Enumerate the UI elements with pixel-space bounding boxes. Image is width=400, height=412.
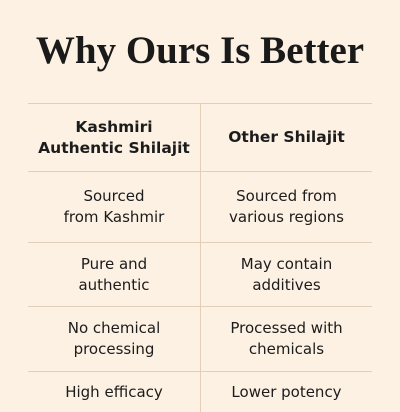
table-cell: Pure and authentic <box>28 243 200 306</box>
header-cell: Other Shilajit <box>200 104 372 171</box>
cell-line: authentic <box>78 275 150 294</box>
cell-line: chemicals <box>248 340 325 358</box>
table-cell: Lower potency <box>200 372 372 412</box>
cell-line: May contain <box>240 254 333 273</box>
cell-line: No chemical <box>67 319 161 337</box>
comparison-table: Kashmiri Authentic Shilajit Other Shilajit… <box>28 103 372 412</box>
table-cell: High efficacy <box>28 372 200 412</box>
cell-line: from Kashmir <box>63 208 165 226</box>
cell-line: additives <box>252 275 321 294</box>
table-row: No chemical processing Processed with chemi… <box>28 306 372 371</box>
table-row: High efficacy Lower potency <box>28 371 372 412</box>
table-row: Sourced from Kashmir Sourced from various r… <box>28 171 372 242</box>
cell-line: Kashmiri <box>75 117 153 136</box>
cell-line: Pure and <box>80 254 148 273</box>
table-cell: Processed with chemicals <box>200 307 372 371</box>
title: Why Ours Is Better <box>35 29 365 72</box>
cell-line: processing <box>73 340 155 358</box>
cell-line: Authentic Shilajit <box>38 138 190 157</box>
table-cell: Sourced from Kashmir <box>28 172 200 242</box>
table-cell: May contain additives <box>200 243 372 306</box>
header-row: Kashmiri Authentic Shilajit Other Shilajit <box>28 103 372 171</box>
table-row: Pure and authentic May contain additives <box>28 242 372 306</box>
page: Why Ours Is Better Kashmiri Authentic Shi… <box>28 29 372 412</box>
header-cell: Kashmiri Authentic Shilajit <box>28 104 200 171</box>
cell-line: various regions <box>229 208 344 226</box>
cell-line: Lower potency <box>231 382 342 401</box>
cell-line: Processed with <box>230 319 343 337</box>
cell-line: Sourced from <box>236 187 337 205</box>
table-cell: No chemical processing <box>28 307 200 371</box>
table-cell: Sourced from various regions <box>200 172 372 242</box>
cell-line: Sourced <box>83 187 145 205</box>
cell-line: High efficacy <box>65 382 163 401</box>
cell-line: Other Shilajit <box>228 128 345 146</box>
